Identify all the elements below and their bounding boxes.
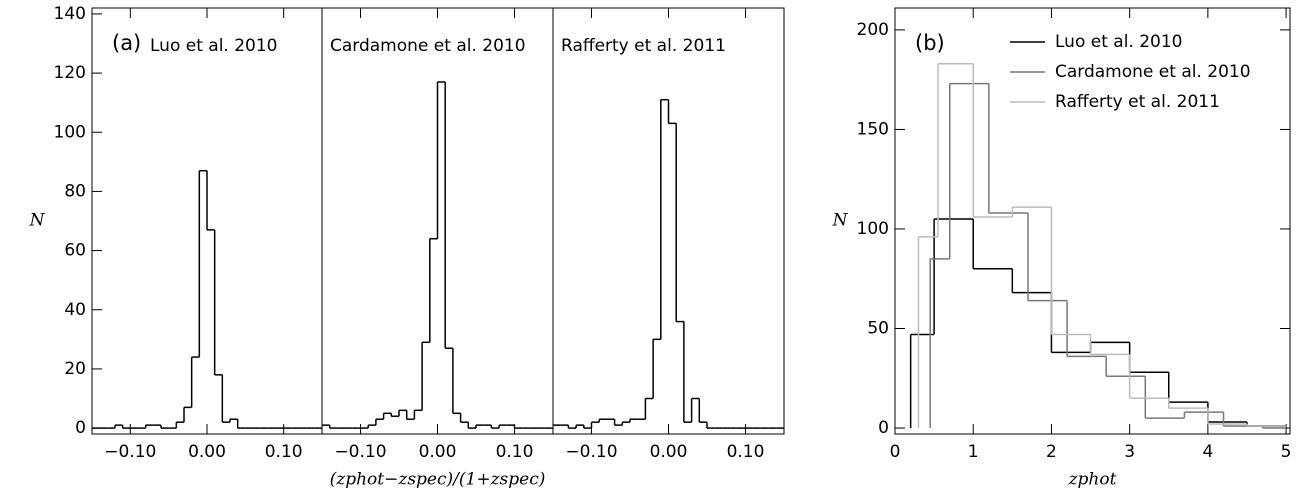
x-tick-label: 0.00 [650,442,688,462]
x-tick-label: 3 [1124,442,1135,462]
y-axis-label: N [832,211,849,231]
y-tick-label: 20 [64,359,86,379]
x-tick-label: 2 [1046,442,1057,462]
y-tick-label: 150 [857,119,889,139]
x-tick-label: 0 [890,442,901,462]
y-tick-label: 80 [64,181,86,201]
x-axis-label: zphot [1068,470,1117,490]
y-tick-label: 100 [54,122,86,142]
x-tick-label: 0.10 [727,442,765,462]
legend-label: Luo et al. 2010 [1055,32,1183,52]
x-tick-label: 0.10 [496,442,534,462]
y-axis-label: N [29,211,46,231]
y-tick-label: 0 [75,418,86,438]
panel-series-label: Luo et al. 2010 [150,36,278,56]
plot-frame [894,7,1291,435]
x-tick-label: 1 [968,442,979,462]
y-tick-label: 60 [64,241,86,261]
x-tick-label: 0.00 [419,442,457,462]
x-axis-label: (zphot−zspec)/(1+zspec) [330,470,546,490]
y-tick-label: 200 [857,20,889,40]
y-tick-label: 140 [54,4,86,24]
panel-series-label: Cardamone et al. 2010 [330,36,526,56]
panel-label: (b) [915,31,945,55]
x-tick-label: 0.10 [265,442,303,462]
x-tick-label: 5 [1281,442,1292,462]
legend-label: Rafferty et al. 2011 [1055,92,1220,112]
y-tick-label: 120 [54,63,86,83]
x-tick-label: −0.10 [565,442,617,462]
y-tick-label: 0 [878,418,889,438]
y-tick-label: 50 [867,318,889,338]
x-tick-label: 4 [1202,442,1213,462]
plot-frame [552,7,785,435]
y-tick-label: 40 [64,300,86,320]
legend-label: Cardamone et al. 2010 [1055,62,1251,82]
panel-label: (a) [112,31,141,55]
x-tick-label: −0.10 [104,442,156,462]
x-tick-label: −0.10 [334,442,386,462]
panel-series-label: Rafferty et al. 2011 [561,36,726,56]
x-tick-label: 0.00 [188,442,226,462]
y-tick-label: 100 [857,219,889,239]
